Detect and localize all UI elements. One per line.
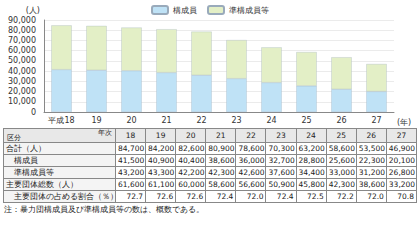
svg-text:20,000: 20,000 bbox=[8, 87, 36, 96]
svg-text:27: 27 bbox=[371, 116, 381, 125]
html-text:20: 20 bbox=[186, 131, 196, 140]
svg-text:60,000: 60,000 bbox=[8, 46, 36, 55]
html-text:21: 21 bbox=[216, 131, 226, 140]
svg-text:構成員: 構成員 bbox=[173, 6, 197, 15]
html-text:27: 27 bbox=[396, 131, 407, 140]
svg-text:22: 22 bbox=[196, 116, 206, 125]
html-text:主要団体総数（人）: 主要団体総数（人） bbox=[6, 180, 78, 189]
html-text:合計（人）: 合計（人） bbox=[6, 144, 46, 153]
svg-text:26: 26 bbox=[336, 116, 346, 125]
html-text:構成員: 構成員 bbox=[14, 156, 38, 165]
html-text:準構成員等: 準構成員等 bbox=[14, 168, 54, 177]
html-text:年次: 年次 bbox=[98, 129, 112, 137]
html-text:72.0: 72.0 bbox=[367, 192, 384, 201]
svg-text:23: 23 bbox=[231, 116, 241, 125]
html-text:72.6: 72.6 bbox=[186, 192, 204, 201]
svg-text:準構成員等: 準構成員等 bbox=[229, 6, 269, 15]
html-text:26: 26 bbox=[366, 131, 377, 140]
html-text:72.5: 72.5 bbox=[307, 192, 324, 201]
html-text:43,200 43,300 42,200 42,300 42: 43,200 43,300 42,200 42,300 42,600 37,60… bbox=[118, 168, 416, 177]
html-text:区分: 区分 bbox=[7, 134, 21, 142]
svg-text:80,000: 80,000 bbox=[8, 26, 36, 35]
html-text:18: 18 bbox=[125, 131, 136, 140]
svg-text:90,000: 90,000 bbox=[8, 16, 36, 25]
html-text:72.2: 72.2 bbox=[337, 192, 354, 201]
svg-text:(年): (年) bbox=[397, 118, 411, 127]
svg-text:10,000: 10,000 bbox=[8, 97, 36, 106]
html-text:23: 23 bbox=[276, 131, 286, 140]
html-text:19: 19 bbox=[155, 131, 166, 140]
svg-text:0: 0 bbox=[31, 108, 36, 117]
html-text:72.4: 72.4 bbox=[276, 192, 294, 201]
html-text:24: 24 bbox=[306, 131, 316, 140]
svg-text:(人): (人) bbox=[26, 6, 40, 15]
svg-text:30,000: 30,000 bbox=[8, 77, 36, 86]
html-text:72.6: 72.6 bbox=[156, 192, 174, 201]
svg-text:24: 24 bbox=[266, 116, 276, 125]
svg-text:21: 21 bbox=[161, 116, 171, 125]
html-text:22: 22 bbox=[246, 131, 256, 140]
html-text:72.0: 72.0 bbox=[246, 192, 264, 201]
html-text:70.8: 70.8 bbox=[397, 192, 414, 201]
html-text:72.4: 72.4 bbox=[216, 192, 234, 201]
html-text:注：暴力団構成員及び準構成員等の数は、概数である。: 注：暴力団構成員及び準構成員等の数は、概数である。 bbox=[4, 205, 204, 214]
svg-text:19: 19 bbox=[91, 116, 101, 125]
html-text:25: 25 bbox=[336, 131, 346, 140]
svg-text:70,000: 70,000 bbox=[8, 36, 36, 45]
html-text:61,600 61,100 60,000 58,600 56: 61,600 61,100 60,000 58,600 56,600 50,90… bbox=[118, 180, 416, 189]
svg-text:平成18: 平成18 bbox=[48, 116, 74, 125]
html-text:41,500 40,900 40,400 38,600 36: 41,500 40,900 40,400 38,600 36,000 32,70… bbox=[118, 156, 416, 165]
html-text:72.7: 72.7 bbox=[126, 192, 144, 201]
svg-text:20: 20 bbox=[126, 116, 136, 125]
svg-text:50,000: 50,000 bbox=[8, 56, 36, 65]
svg-text:40,000: 40,000 bbox=[8, 67, 36, 76]
svg-text:25: 25 bbox=[301, 116, 311, 125]
html-text:84,700 84,200 82,600 80,900 78: 84,700 84,200 82,600 80,900 78,600 70,30… bbox=[118, 144, 416, 153]
